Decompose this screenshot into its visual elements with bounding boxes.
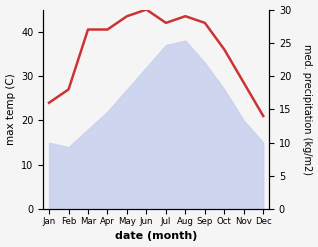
X-axis label: date (month): date (month) <box>115 231 197 242</box>
Y-axis label: max temp (C): max temp (C) <box>5 74 16 145</box>
Y-axis label: med. precipitation (kg/m2): med. precipitation (kg/m2) <box>302 44 313 175</box>
